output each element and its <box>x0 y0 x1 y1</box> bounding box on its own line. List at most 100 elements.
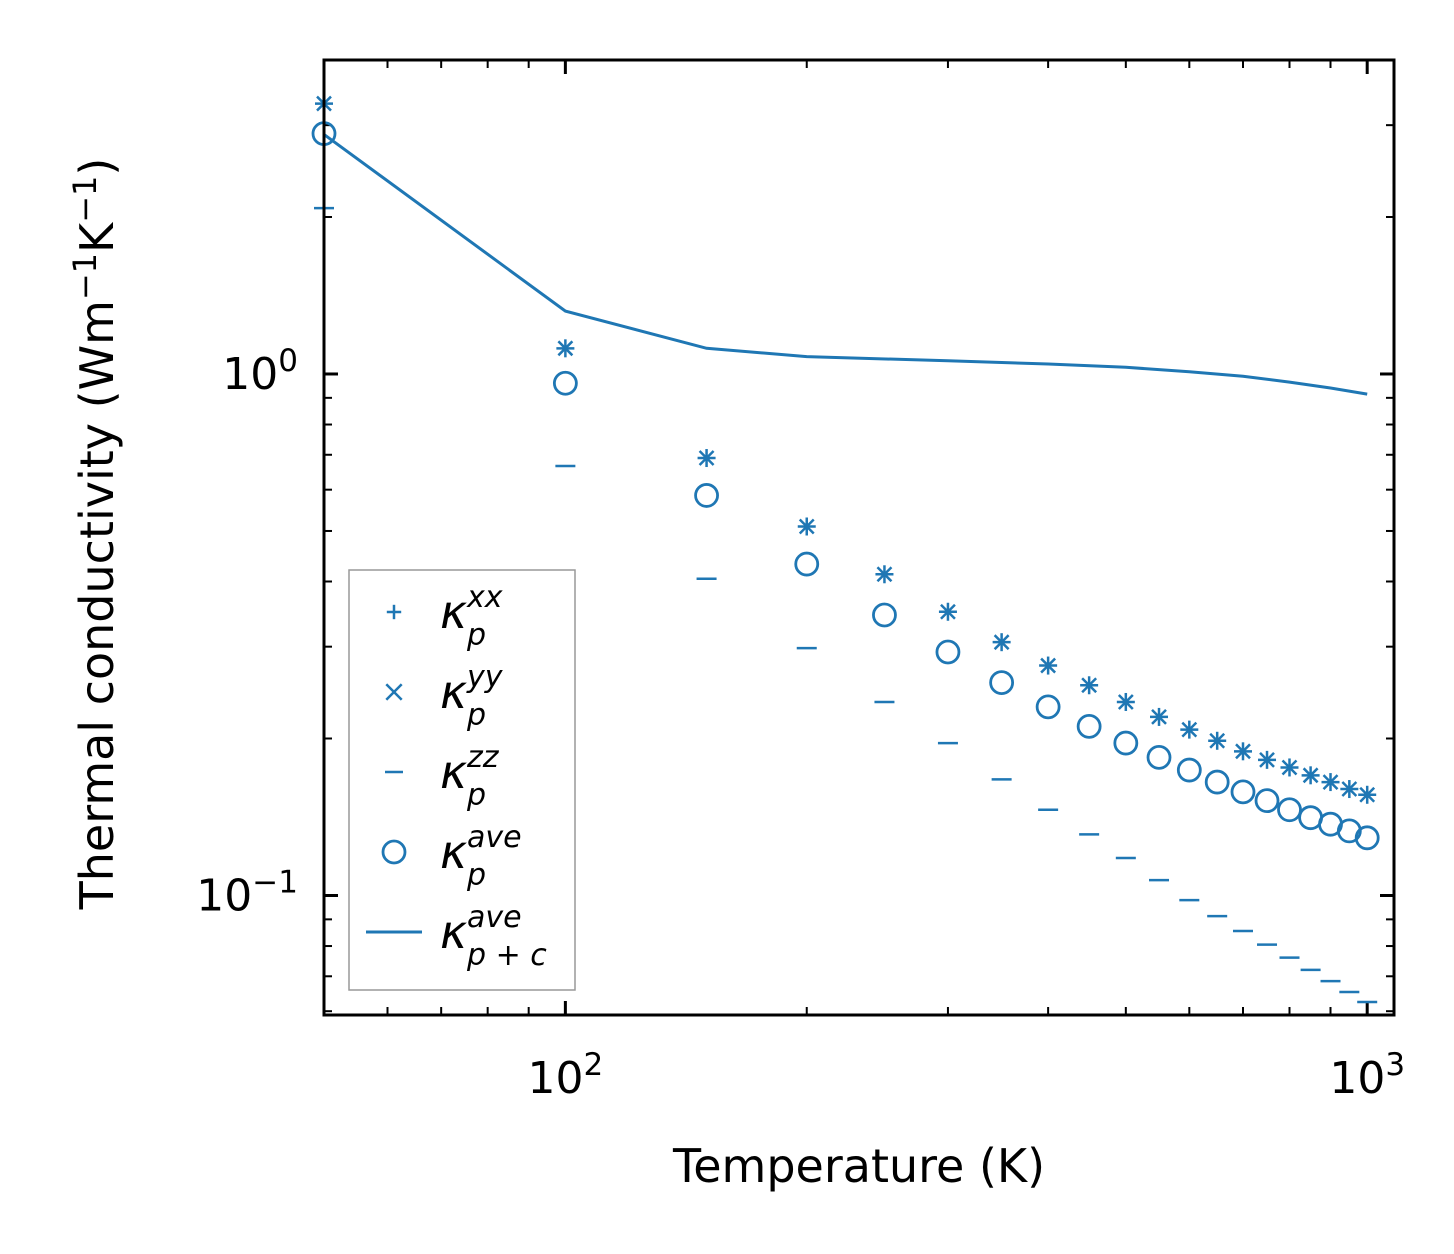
data-point <box>1176 757 1202 783</box>
data-point <box>1259 751 1275 768</box>
data-point <box>1040 657 1057 674</box>
data-point <box>1113 730 1139 756</box>
data-point <box>798 518 815 535</box>
marker-circle <box>1230 779 1256 805</box>
plot-frame <box>322 58 1396 1017</box>
legend-symbol: κ <box>440 745 467 799</box>
marker-circle <box>1277 797 1302 823</box>
legend-symbol: κ <box>440 585 467 639</box>
series-kappa_p_ave <box>311 121 1380 851</box>
marker-circle <box>694 483 719 508</box>
tick-exponent: 3 <box>1385 1047 1405 1083</box>
data-point <box>1076 713 1102 739</box>
marker-x-b <box>876 566 893 583</box>
data-point <box>1322 774 1339 790</box>
marker-x-b <box>798 518 815 535</box>
data-point <box>1254 788 1280 814</box>
marker-x-b <box>1302 767 1319 784</box>
marker-circle <box>989 670 1015 695</box>
marker-circle <box>1176 757 1202 783</box>
data-point <box>1151 709 1167 725</box>
y-title-part: −1 <box>66 176 104 223</box>
legend-entry: κ xxp <box>386 580 503 653</box>
marker-circle <box>1354 825 1380 851</box>
marker-x-b <box>1040 657 1057 674</box>
series-kappa_p_zz <box>314 206 1378 1004</box>
data-point <box>1359 786 1376 803</box>
data-point <box>1209 732 1226 749</box>
data-point <box>1281 759 1298 776</box>
marker-x-b <box>1322 774 1339 790</box>
data-point <box>1230 779 1256 805</box>
data-point <box>1341 781 1358 797</box>
data-point <box>872 602 897 628</box>
data-point <box>1117 694 1134 710</box>
legend-subscript: p + c <box>466 938 547 973</box>
legend-symbol: κ <box>440 825 467 879</box>
marker-x-b <box>1281 759 1298 776</box>
data-point <box>1081 677 1098 694</box>
marker-circle <box>935 639 961 665</box>
series-kappa_p_yy <box>316 95 1376 803</box>
legend-symbol: κ <box>440 665 467 719</box>
legend-subscript: p <box>466 858 486 893</box>
marker-circle <box>1035 694 1061 720</box>
marker-circle <box>1146 744 1172 770</box>
y-title-part: K <box>70 221 124 253</box>
data-point <box>993 634 1010 651</box>
data-point <box>1204 769 1230 795</box>
x-axis-title: Temperature (K) <box>672 1139 1045 1193</box>
data-point <box>1235 743 1251 760</box>
marker-x-b <box>385 683 403 701</box>
x-tick-label: 103 <box>1329 1047 1405 1104</box>
data-point <box>1302 767 1319 784</box>
legend-superscript: xx <box>466 580 503 615</box>
y-tick-label: 10−1 <box>196 864 298 921</box>
legend-frame <box>348 569 576 991</box>
series-kappa_pc_ave <box>323 133 1368 396</box>
data-point <box>1146 744 1172 770</box>
y-tick-label: 100 <box>222 343 298 400</box>
data-point <box>1181 721 1198 738</box>
data-point <box>940 603 956 620</box>
series-line <box>323 133 1368 396</box>
marker-circle <box>1076 713 1102 739</box>
marker-x-b <box>1341 781 1358 797</box>
x-tick-label: 102 <box>528 1047 604 1104</box>
marker-x-b <box>940 603 956 620</box>
marker-x-b <box>1359 786 1376 803</box>
marker-x-b <box>1117 694 1134 710</box>
tick-base: 10 <box>1329 1053 1385 1104</box>
marker-x-b <box>557 340 574 357</box>
marker-x-b <box>1081 677 1098 694</box>
data-point <box>935 639 961 665</box>
legend-entry: κ zzp <box>385 740 500 813</box>
legend-subscript: p <box>466 698 486 733</box>
legend-superscript: zz <box>466 740 500 775</box>
data-point <box>694 483 719 508</box>
y-title-part: ) <box>70 158 124 176</box>
marker-circle <box>794 551 820 577</box>
tick-exponent: −1 <box>252 864 298 900</box>
tick-base: 10 <box>196 870 252 921</box>
marker-x-b <box>698 450 715 466</box>
data-point <box>552 370 578 396</box>
data-point <box>1277 797 1302 823</box>
tick-base: 10 <box>528 1053 584 1104</box>
marker-circle <box>1204 769 1230 795</box>
marker-circle <box>1113 730 1139 756</box>
data-point <box>557 340 574 357</box>
data-point <box>989 670 1015 695</box>
data-point <box>1354 825 1380 851</box>
marker-x-b <box>1181 721 1198 738</box>
legend-superscript: yy <box>466 660 504 695</box>
legend-subscript: p <box>466 778 486 813</box>
y-axis-title: Thermal conductivity (Wm−1K−1) <box>66 158 124 911</box>
marker-x-b <box>1151 709 1167 725</box>
